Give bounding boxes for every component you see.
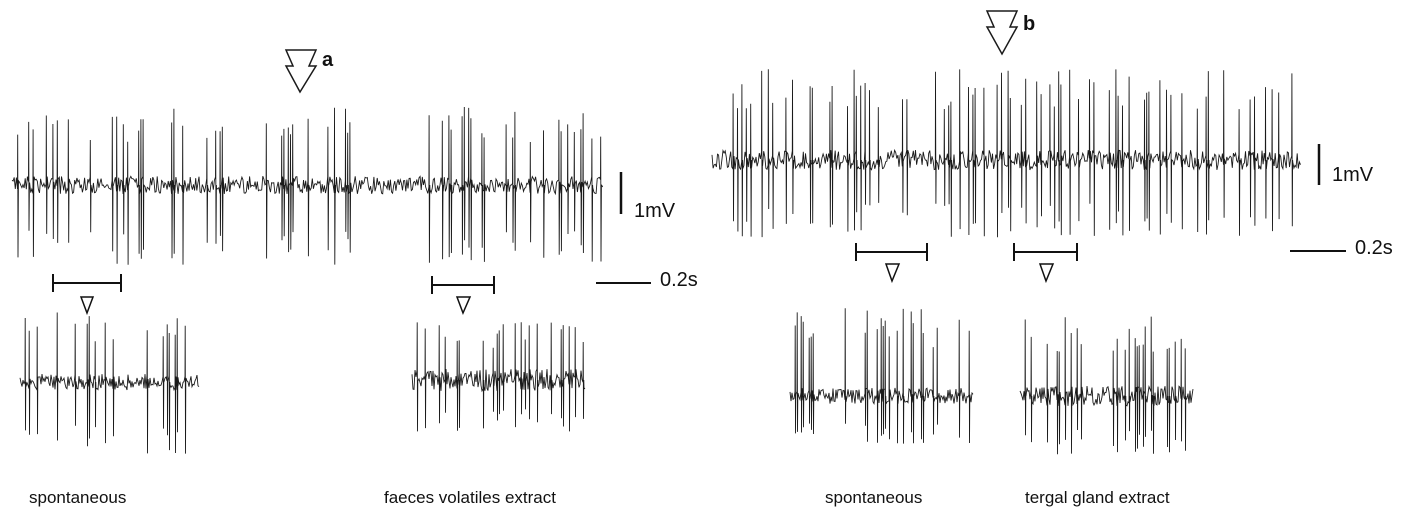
condition-label-a1: spontaneous	[29, 488, 126, 507]
main-trace-a	[11, 106, 604, 265]
stimulus-arrow-b: b	[985, 10, 1035, 56]
stimulus-arrow-a: a	[284, 49, 334, 94]
expanded-trace-b2	[1019, 316, 1194, 455]
condition-label-b2: tergal gland extract	[1025, 488, 1170, 507]
time-scale-label-a: 0.2s	[660, 269, 698, 291]
voltage-scale-label-b: 1mV	[1332, 164, 1374, 186]
panel-a: a 1mV 0.2s spontaneous faeces volatiles …	[11, 49, 698, 507]
expanded-trace-a2	[411, 322, 586, 432]
voltage-scale-label-a: 1mV	[634, 200, 676, 222]
window-bracket-a1	[52, 274, 122, 316]
expanded-trace-a1	[19, 312, 200, 454]
condition-label-b1: spontaneous	[825, 488, 922, 507]
marker-label-b: b	[1023, 13, 1035, 35]
window-bracket-a2	[431, 276, 495, 315]
time-scale-label-b: 0.2s	[1355, 237, 1393, 259]
expanded-trace-b1	[789, 308, 974, 444]
main-trace-b	[711, 69, 1301, 238]
window-bracket-b1	[855, 243, 928, 284]
marker-label-a: a	[322, 49, 334, 71]
condition-label-a2: faeces volatiles extract	[384, 488, 556, 507]
panel-b: b 1mV 0.2s spontaneous tergal gland extr…	[711, 10, 1393, 507]
window-bracket-b2	[1013, 243, 1078, 284]
